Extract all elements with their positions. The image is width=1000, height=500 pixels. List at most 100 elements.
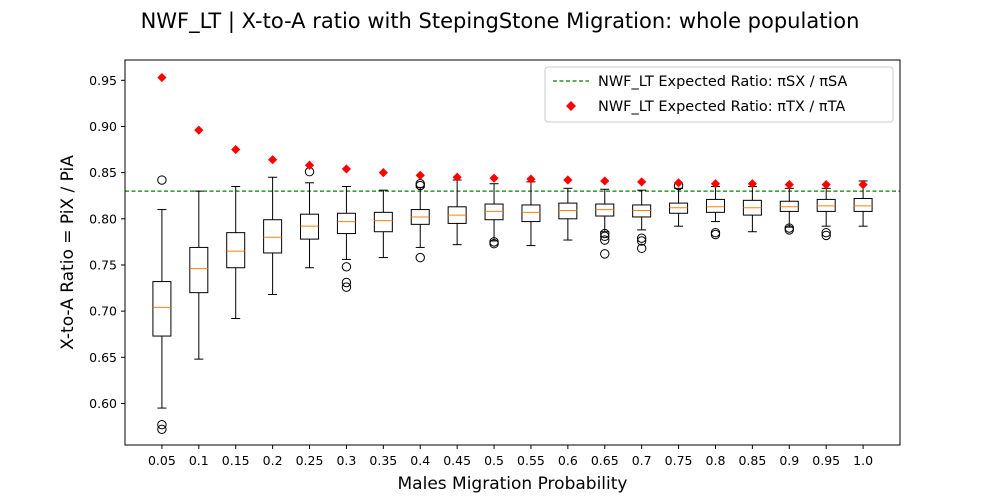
flier-point xyxy=(415,180,425,191)
x-tick-label: 0.35 xyxy=(369,453,397,468)
legend-diamond-swatch xyxy=(566,101,576,111)
box-0.75 xyxy=(669,180,689,227)
box-0.45 xyxy=(447,179,467,246)
y-tick-label: 0.85 xyxy=(89,165,117,180)
chart-title: NWF_LT | X-to-A ratio with StepingStone … xyxy=(141,9,860,34)
expected-ratio-t-point xyxy=(157,72,167,83)
expected-ratio-t-point xyxy=(784,180,794,190)
flier-point xyxy=(600,231,610,242)
flier-point xyxy=(636,233,647,243)
expected-ratio-t-point xyxy=(637,177,647,187)
expected-ratio-t-point xyxy=(194,125,204,135)
x-tick-label: 0.65 xyxy=(591,453,619,468)
iqr-box xyxy=(373,211,393,233)
box-0.85 xyxy=(742,185,762,233)
box-0.95 xyxy=(816,187,836,241)
box-0.65 xyxy=(595,188,615,259)
flier-point xyxy=(341,277,352,288)
flier-point xyxy=(636,243,647,254)
y-tick-label: 0.80 xyxy=(89,211,117,226)
flier-point xyxy=(600,249,610,259)
expected-ratio-t-point xyxy=(710,179,721,189)
x-tick-label: 0.75 xyxy=(665,453,693,468)
x-tick-label: 0.25 xyxy=(296,453,324,468)
iqr-box xyxy=(853,197,873,212)
flier-point xyxy=(415,179,425,189)
y-tick-label: 0.75 xyxy=(89,257,117,272)
box-0.5 xyxy=(484,183,504,249)
iqr-box xyxy=(226,232,246,269)
box-0.05 xyxy=(152,175,172,435)
x-tick-label: 0.95 xyxy=(812,453,840,468)
x-axis-title: Males Migration Probability xyxy=(398,474,628,494)
iqr-box xyxy=(152,281,172,337)
expected-ratio-t-point xyxy=(563,175,573,185)
y-tick-label: 0.65 xyxy=(89,350,117,365)
flier-point xyxy=(784,225,794,235)
x-tick-label: 0.05 xyxy=(148,453,176,468)
iqr-box xyxy=(705,198,725,213)
y-axis: 0.60 0.65 0.70 0.75 0.80 0.85 0.90 0.95 xyxy=(89,73,125,411)
x-tick-label: 1.0 xyxy=(853,453,873,468)
flier-point xyxy=(415,252,425,263)
x-tick-label: 0.2 xyxy=(263,453,283,468)
iqr-box xyxy=(336,212,356,235)
box-0.2 xyxy=(263,176,283,296)
box-0.7 xyxy=(632,189,652,254)
flier-point xyxy=(636,236,647,246)
flier-point xyxy=(821,230,831,241)
y-tick-label: 0.90 xyxy=(89,119,117,134)
legend: NWF_LT Expected Ratio: πSX / πSA NWF_LT … xyxy=(544,66,894,123)
x-tick-label: 0.6 xyxy=(558,453,578,468)
x-tick-label: 0.9 xyxy=(779,453,799,468)
y-tick-label: 0.60 xyxy=(89,396,117,411)
y-axis-title: X-to-A Ratio = PiX / PiA xyxy=(58,155,78,350)
expected-ratio-t-point xyxy=(747,179,757,189)
expected-ratio-t-point xyxy=(415,170,425,181)
expected-ratio-t-point xyxy=(600,176,610,186)
expected-ratio-t-point xyxy=(341,164,352,174)
expected-ratio-t-point xyxy=(378,168,388,178)
flier-point xyxy=(600,235,610,245)
box-0.1 xyxy=(189,190,209,360)
x-tick-label: 0.8 xyxy=(706,453,726,468)
iqr-box xyxy=(189,246,209,294)
x-tick-label: 0.7 xyxy=(632,453,652,468)
flier-point xyxy=(157,419,167,430)
box-0.8 xyxy=(705,185,725,240)
expected-ratio-t-point xyxy=(673,178,684,188)
y-tick-label: 0.70 xyxy=(89,304,117,319)
plot-area xyxy=(125,72,900,435)
expected-ratio-t-point xyxy=(858,180,868,190)
box-0.35 xyxy=(373,189,393,259)
flier-point xyxy=(157,424,167,435)
iqr-box xyxy=(263,219,283,254)
expected-ratio-t-point xyxy=(304,160,315,170)
x-axis: 0.05 0.1 0.15 0.2 0.25 0.3 0.35 0.4 0.45 0.5 0.55 0… xyxy=(148,445,873,468)
legend-label-expected-t: NWF_LT Expected Ratio: πTX / πTA xyxy=(598,99,845,115)
flier-point xyxy=(600,228,610,239)
x-tick-label: 0.85 xyxy=(738,453,766,468)
x-tick-label: 0.55 xyxy=(517,453,545,468)
x-tick-label: 0.5 xyxy=(484,453,504,468)
flier-point xyxy=(489,239,499,249)
legend-frame xyxy=(544,66,894,123)
box-0.6 xyxy=(558,187,578,241)
flier-point xyxy=(710,229,721,240)
box-0.15 xyxy=(226,185,246,320)
expected-ratio-t-point xyxy=(489,173,499,183)
box-0.3 xyxy=(336,185,356,292)
x-tick-label: 0.4 xyxy=(410,453,430,468)
expected-ratio-t-point xyxy=(268,155,278,165)
x-tick-label: 0.15 xyxy=(222,453,250,468)
flier-point xyxy=(157,175,167,185)
box-0.25 xyxy=(300,167,320,269)
flier-point xyxy=(341,262,352,272)
expected-ratio-t-point xyxy=(452,172,462,182)
flier-point xyxy=(341,282,352,292)
expected-ratio-t-point xyxy=(231,144,241,155)
y-tick-label: 0.95 xyxy=(89,73,117,88)
plot-frame xyxy=(124,59,901,446)
legend-label-expected-s: NWF_LT Expected Ratio: πSX / πSA xyxy=(598,74,847,90)
